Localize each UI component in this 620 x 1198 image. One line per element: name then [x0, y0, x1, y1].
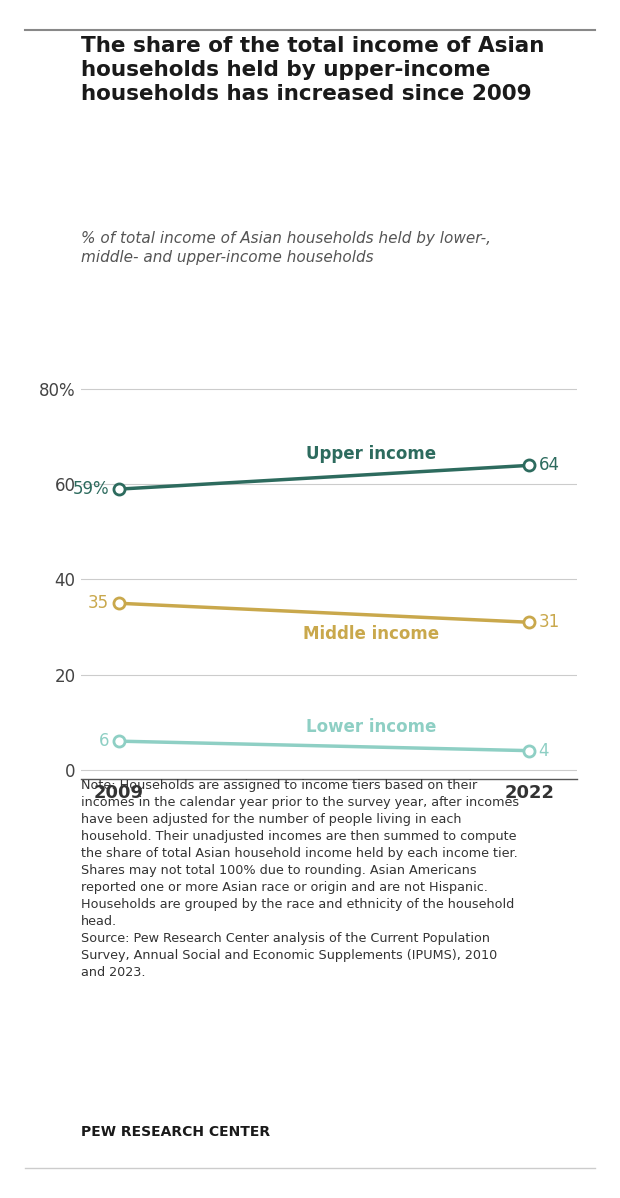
Text: Upper income: Upper income [306, 444, 436, 462]
Text: 59%: 59% [73, 480, 109, 498]
Text: 4: 4 [539, 742, 549, 760]
Text: 6: 6 [99, 732, 109, 750]
Text: 64: 64 [539, 456, 560, 474]
Text: The share of the total income of Asian
households held by upper-income
household: The share of the total income of Asian h… [81, 36, 544, 104]
Text: % of total income of Asian households held by lower-,
middle- and upper-income h: % of total income of Asian households he… [81, 231, 490, 265]
Text: Middle income: Middle income [303, 624, 440, 642]
Text: 31: 31 [539, 613, 560, 631]
Text: Lower income: Lower income [306, 719, 436, 737]
Text: 35: 35 [88, 594, 109, 612]
Text: Note: Households are assigned to income tiers based on their
incomes in the cale: Note: Households are assigned to income … [81, 779, 519, 979]
Text: PEW RESEARCH CENTER: PEW RESEARCH CENTER [81, 1125, 270, 1139]
